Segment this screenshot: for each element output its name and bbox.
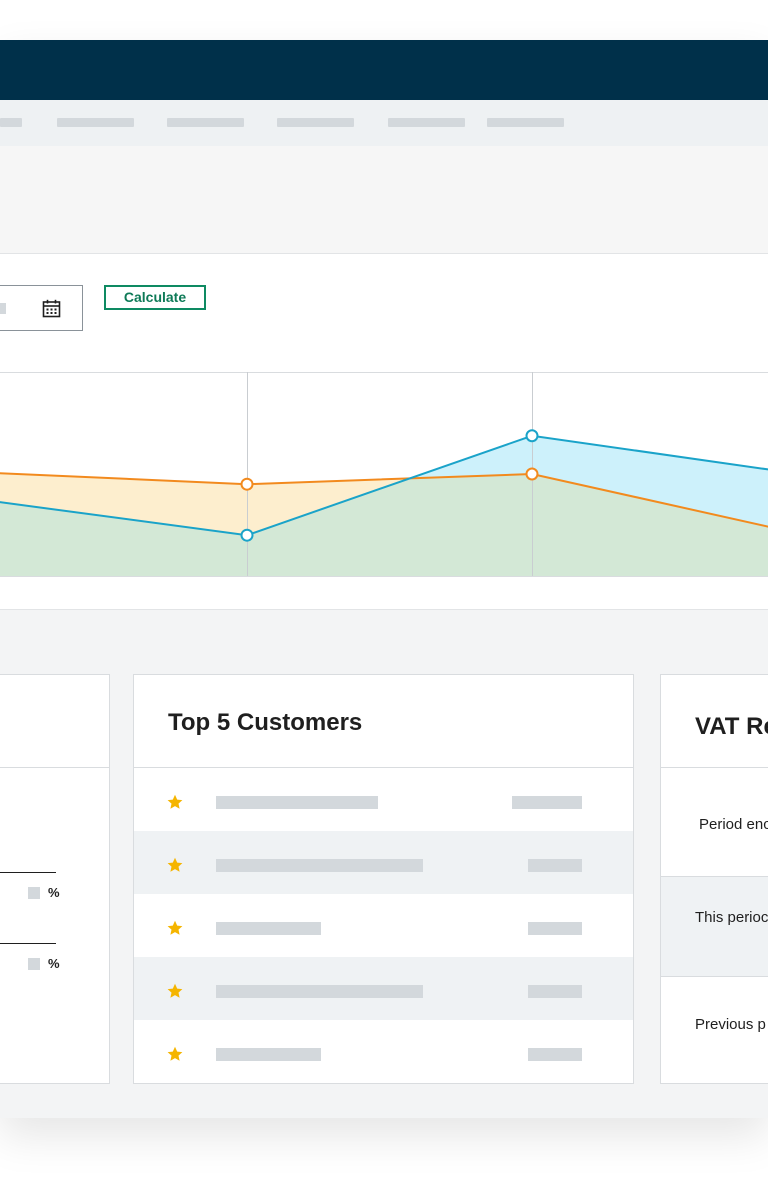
customer-name-placeholder (216, 922, 321, 935)
nav-item[interactable] (388, 118, 465, 127)
card-header: VAT Re (661, 675, 768, 768)
data-point (525, 429, 539, 443)
period-end-label: Period enc (699, 816, 768, 833)
customer-value-placeholder (528, 859, 582, 872)
nav-item[interactable] (167, 118, 244, 127)
list-item[interactable] (134, 831, 633, 894)
star-icon (167, 857, 183, 872)
customer-name-placeholder (216, 796, 378, 809)
customer-value-placeholder (528, 1048, 582, 1061)
divider (0, 872, 56, 873)
chart-panel: Calculate (0, 254, 768, 610)
customer-name-placeholder (216, 859, 423, 872)
data-point (240, 528, 254, 542)
date-value-placeholder (0, 303, 6, 314)
nav-bar (0, 100, 768, 146)
percent-label: % (48, 885, 60, 900)
calculate-button[interactable]: Calculate (104, 285, 206, 310)
customer-value-placeholder (512, 796, 582, 809)
series-line (0, 434, 768, 537)
customer-list (134, 768, 633, 1083)
customer-name-placeholder (216, 1048, 321, 1061)
data-point (525, 467, 539, 481)
vat-row[interactable]: Previous p (661, 977, 768, 1083)
vat-row[interactable]: Period enc (661, 768, 768, 877)
app-window: Calculate % % Top 5 Customers (0, 40, 768, 1118)
this-period-label: This perioc (695, 909, 768, 926)
series-overlap-area (0, 474, 768, 576)
top-customers-card: Top 5 Customers (133, 674, 634, 1084)
star-icon (167, 794, 183, 809)
series-line (0, 472, 768, 528)
customer-name-placeholder (216, 985, 423, 998)
percent-label: % (48, 956, 60, 971)
list-item[interactable] (134, 768, 633, 831)
calendar-icon[interactable] (42, 299, 61, 318)
value-placeholder (28, 958, 40, 970)
star-icon (167, 983, 183, 998)
dashboard-cards: % % Top 5 Customers (0, 610, 768, 1118)
date-input[interactable] (0, 285, 83, 331)
customer-value-placeholder (528, 985, 582, 998)
customer-value-placeholder (528, 922, 582, 935)
star-icon (167, 1046, 183, 1061)
page-header (0, 146, 768, 254)
list-item[interactable] (134, 957, 633, 1020)
data-point (240, 477, 254, 491)
vat-row[interactable]: This perioc (661, 877, 768, 977)
divider (0, 943, 56, 944)
nav-item[interactable] (277, 118, 354, 127)
list-item[interactable] (134, 1020, 633, 1083)
value-placeholder (28, 887, 40, 899)
summary-card-header (0, 675, 109, 768)
card-title: Top 5 Customers (168, 709, 363, 736)
card-header: Top 5 Customers (134, 675, 633, 768)
top-bar (0, 40, 768, 100)
previous-period-label: Previous p (695, 1016, 766, 1033)
nav-item[interactable] (57, 118, 134, 127)
star-icon (167, 920, 183, 935)
nav-item[interactable] (487, 118, 564, 127)
area-chart (0, 372, 768, 577)
summary-card: % % (0, 674, 110, 1084)
card-title: VAT Re (695, 713, 768, 740)
list-item[interactable] (134, 894, 633, 957)
vat-card: VAT Re Period enc This perioc Previous p (660, 674, 768, 1084)
nav-item[interactable] (0, 118, 22, 127)
